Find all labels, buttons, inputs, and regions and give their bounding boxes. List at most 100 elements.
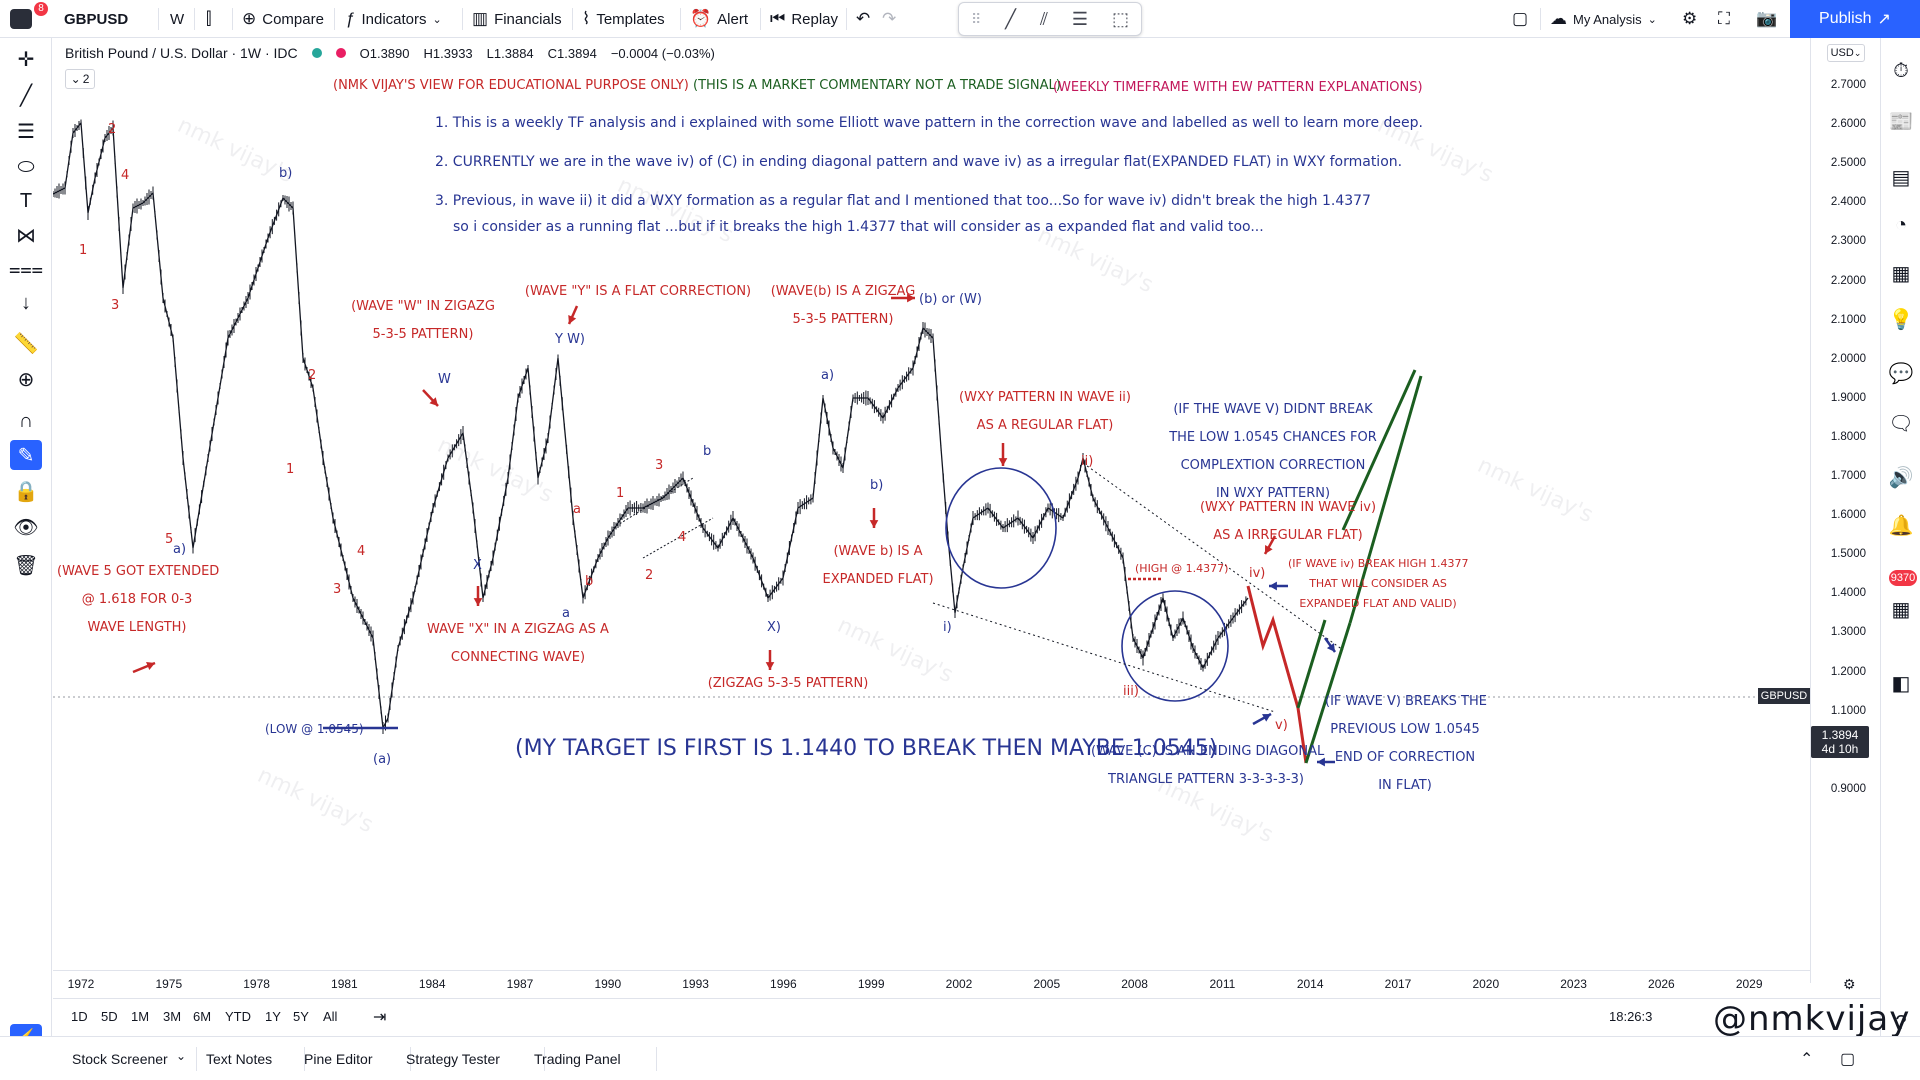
calendar-icon[interactable]: ▦ xyxy=(1891,598,1911,621)
legend-collapse-button[interactable]: ⌄ 2 xyxy=(65,69,95,89)
note-wave-w: (WAVE "W" IN ZIGAZG 5-3-5 PATTERN) xyxy=(351,299,495,342)
range-button-6m[interactable]: 6M xyxy=(193,1009,212,1024)
range-button-1y[interactable]: 1Y xyxy=(265,1009,281,1024)
range-button-5d[interactable]: 5D xyxy=(101,1009,118,1024)
snapshot-button[interactable]: 📷 xyxy=(1756,0,1777,38)
streams-icon[interactable]: 🔊 xyxy=(1888,466,1914,489)
candles-icon: ⫿ xyxy=(206,9,212,28)
wave-label: 3 xyxy=(111,298,120,313)
ideas-icon[interactable]: 💡 xyxy=(1888,308,1914,331)
order-panel-icon[interactable]: ◧ xyxy=(1891,672,1911,695)
tab-stock-screener[interactable]: Stock Screener xyxy=(72,1051,168,1067)
tab-trading-panel[interactable]: Trading Panel xyxy=(534,1051,621,1067)
indicators-button[interactable]: ƒ Indicators ⌄ xyxy=(346,9,442,28)
stay-in-drawing-mode-icon[interactable]: ✎ xyxy=(10,440,42,470)
watchlist-icon[interactable]: ⏱ xyxy=(1893,59,1909,82)
go-to-date-icon[interactable]: ⇥ xyxy=(373,1009,387,1026)
chart-type-button[interactable]: ⫿ xyxy=(206,0,211,38)
symbol-search[interactable]: GBPUSD xyxy=(64,10,129,28)
settings-button[interactable]: ⚙ xyxy=(1682,0,1697,38)
arrow-iv-blue-head xyxy=(1269,581,1277,591)
shapes-icon[interactable]: ⬭ xyxy=(17,155,35,178)
time-tick: 1987 xyxy=(506,977,534,991)
chart-canvas[interactable] xyxy=(53,38,1810,983)
layout-button[interactable]: ▢ xyxy=(1512,0,1528,38)
hotlist-icon[interactable]: ◔ xyxy=(1894,213,1908,236)
zoom-in-icon[interactable]: ⊕ xyxy=(17,368,35,391)
eye-icon[interactable]: 👁 xyxy=(13,516,39,539)
range-button-ytd[interactable]: YTD xyxy=(225,1009,251,1024)
ohlc-open: O1.3890 xyxy=(359,45,410,61)
axis-settings-icon[interactable]: ⚙ xyxy=(1843,976,1856,992)
time-axis[interactable]: 1972 1975 1978 1981 1984 1987 1990 1993 1996 1999… xyxy=(53,970,1856,998)
chevron-up-icon[interactable]: ⌃ xyxy=(1800,1051,1814,1068)
tab-strategy-tester[interactable]: Strategy Tester xyxy=(406,1051,500,1067)
wave-label: b xyxy=(703,444,712,459)
price-axis[interactable]: USD ⌄ 2.7000 2.6000 2.5000 2.4000 2.3000 2.200… xyxy=(1810,38,1880,983)
note-paragraph-3b: so i consider as a running flat ...but i… xyxy=(453,219,1264,235)
wave-label: 4 xyxy=(678,530,687,545)
financials-button[interactable]: ▥ Financials xyxy=(472,9,562,28)
tab-text-notes[interactable]: Text Notes xyxy=(206,1051,273,1067)
time-tick: 1978 xyxy=(243,977,270,991)
square-icon: ▢ xyxy=(1512,9,1529,28)
chart-pane[interactable]: British Pound / U.S. Dollar · 1W · IDC O… xyxy=(53,38,1810,983)
price-tick: 1.2000 xyxy=(1830,665,1866,678)
maximize-panel-icon[interactable]: ▢ xyxy=(1840,1051,1856,1068)
replay-button[interactable]: ⏮ Replay xyxy=(770,9,839,28)
data-window-icon[interactable]: ▤ xyxy=(1891,166,1911,189)
notifications-icon[interactable]: 🔔 xyxy=(1888,514,1914,537)
templates-button[interactable]: ⌇ Templates xyxy=(582,9,665,28)
range-button-3m[interactable]: 3M xyxy=(163,1009,182,1024)
fib-icon[interactable]: ☰ xyxy=(1071,8,1089,29)
gear-icon: ⚙ xyxy=(1682,9,1698,28)
news-icon[interactable]: 📰 xyxy=(1888,110,1914,133)
time-tick: 2014 xyxy=(1296,977,1324,991)
rectangle-icon[interactable]: ⬚ xyxy=(1112,8,1130,29)
chat-icon[interactable]: 💬 xyxy=(1888,362,1914,385)
crosshair-icon[interactable]: ✛ xyxy=(17,48,35,71)
fullscreen-button[interactable]: ⛶ xyxy=(1718,0,1730,38)
arrow-down-icon[interactable]: ↓ xyxy=(21,291,31,314)
lock-icon[interactable]: 🔒 xyxy=(13,480,39,503)
menu-icon[interactable] xyxy=(10,9,32,29)
messages-icon[interactable]: 🗨 xyxy=(1888,412,1914,435)
chevron-down-icon: ⌄ xyxy=(70,72,81,86)
help-icon[interactable]: ? xyxy=(1895,1011,1907,1034)
trash-icon[interactable]: 🗑 xyxy=(13,554,39,577)
magnet-icon[interactable]: ∩ xyxy=(18,409,34,432)
currency-selector[interactable]: USD ⌄ xyxy=(1827,44,1865,62)
range-button-1d[interactable]: 1D xyxy=(71,1009,88,1024)
my-analysis-button[interactable]: ☁ My Analysis ⌄ xyxy=(1550,9,1657,28)
drag-handle-icon[interactable]: ⠿ xyxy=(970,10,982,27)
range-button-1m[interactable]: 1M xyxy=(131,1009,150,1024)
symbol-title[interactable]: British Pound / U.S. Dollar · 1W · IDC xyxy=(65,45,298,61)
ohlc-low: L1.3884 xyxy=(486,45,534,61)
fib-retracement-icon[interactable]: ☰ xyxy=(17,120,35,143)
undo-button[interactable]: ↶ xyxy=(856,0,870,38)
price-tick: 1.9000 xyxy=(1830,391,1866,404)
price-tick: 2.4000 xyxy=(1830,196,1866,209)
publish-button[interactable]: Publish ↗ xyxy=(1790,0,1920,38)
text-icon[interactable]: T xyxy=(19,189,33,212)
range-button-all[interactable]: All xyxy=(323,1009,338,1024)
channel-icon[interactable]: ⫽ xyxy=(1039,8,1048,29)
alert-button[interactable]: ⏰ Alert xyxy=(690,9,749,28)
projection-up-long xyxy=(1348,375,1423,624)
interval-button[interactable]: W xyxy=(170,10,185,28)
trendline-icon[interactable]: ╱ xyxy=(1005,8,1017,29)
ruler-icon[interactable]: 📏 xyxy=(13,332,39,355)
tab-pine-editor[interactable]: Pine Editor xyxy=(304,1051,373,1067)
compare-button[interactable]: ⊕ Compare xyxy=(242,9,324,28)
redo-button[interactable]: ↷ xyxy=(882,0,896,38)
trendline-icon[interactable]: ╱ xyxy=(19,84,33,107)
arrow-wave-w-head xyxy=(429,397,438,406)
prediction-icon[interactable]: ⩶ xyxy=(8,257,44,280)
chevron-down-icon[interactable]: ⌄ xyxy=(176,1049,187,1063)
pattern-icon[interactable]: ⋈ xyxy=(16,224,36,247)
time-tick: 1996 xyxy=(770,977,797,991)
calendar-icon[interactable]: ▦ xyxy=(1891,262,1911,285)
range-button-5y[interactable]: 5Y xyxy=(293,1009,309,1024)
indicators-icon: ƒ xyxy=(346,9,356,28)
arrow-wxy-iv-head xyxy=(1265,545,1273,554)
